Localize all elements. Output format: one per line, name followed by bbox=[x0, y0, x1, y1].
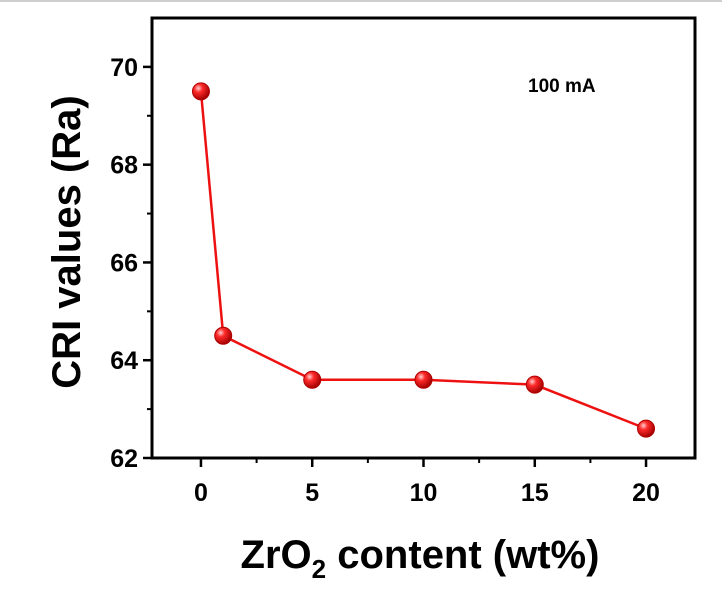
y-axis-title: CRI values (Ra) bbox=[45, 95, 89, 388]
x-axis-title-subscript: 2 bbox=[312, 554, 326, 584]
data-point bbox=[214, 326, 233, 345]
data-point bbox=[414, 370, 433, 389]
series-points bbox=[191, 82, 656, 438]
data-point bbox=[303, 370, 322, 389]
data-point bbox=[191, 82, 210, 101]
x-tick-label: 0 bbox=[194, 479, 208, 507]
y-tick-labels: 62 64 66 68 70 bbox=[110, 54, 138, 473]
y-tick-label: 66 bbox=[110, 249, 138, 277]
current-annotation: 100 mA bbox=[528, 76, 596, 97]
y-tick-label: 64 bbox=[110, 347, 138, 375]
x-tick-label: 15 bbox=[521, 479, 549, 507]
x-axis-title: ZrO2 content (wt%) bbox=[241, 533, 600, 584]
x-tick-label: 20 bbox=[632, 479, 660, 507]
x-tick-label: 5 bbox=[305, 479, 319, 507]
x-tick-labels: 0 5 10 15 20 bbox=[194, 479, 660, 507]
data-point bbox=[637, 419, 656, 438]
series-line bbox=[199, 91, 647, 430]
y-tick-label: 62 bbox=[110, 445, 138, 473]
y-tick-label: 70 bbox=[110, 54, 138, 82]
top-border bbox=[0, 0, 722, 2]
data-point bbox=[525, 375, 544, 394]
y-tick-label: 68 bbox=[110, 152, 138, 180]
plot-frame bbox=[150, 16, 697, 460]
y-axis-ticks bbox=[143, 65, 152, 460]
x-axis-ticks bbox=[199, 458, 648, 467]
x-tick-label: 10 bbox=[410, 479, 438, 507]
